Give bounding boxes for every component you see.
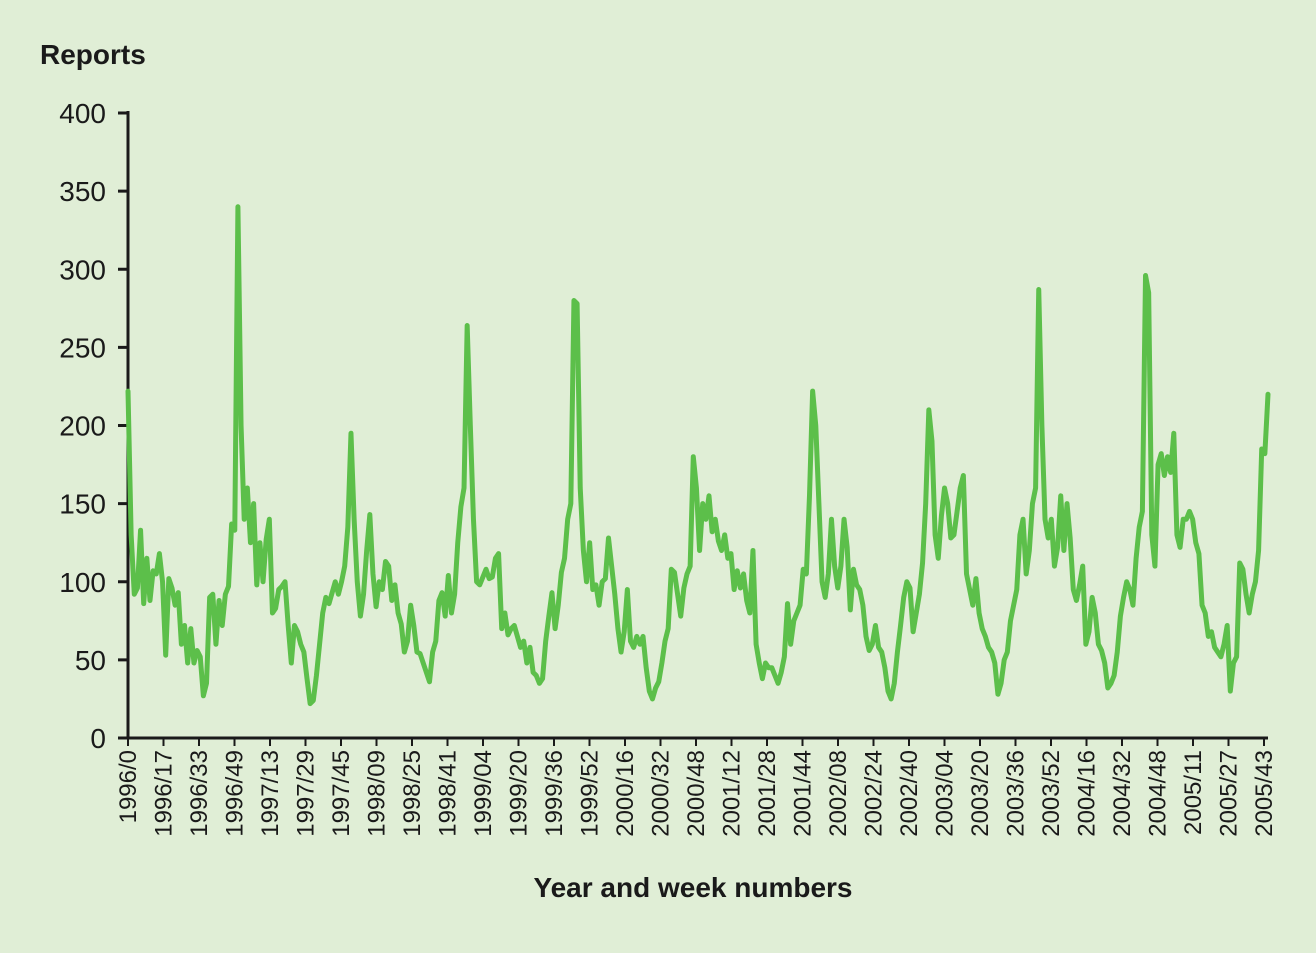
x-tick-label: 1999/20 <box>506 750 533 837</box>
x-tick-label: 1996/33 <box>186 750 213 837</box>
x-tick-label: 2003/52 <box>1038 750 1065 837</box>
x-tick-label: 2003/20 <box>967 750 994 837</box>
x-tick-label: 2003/36 <box>1003 750 1030 837</box>
x-tick-label: 1997/29 <box>293 750 320 837</box>
x-tick-label: 1997/45 <box>328 750 355 837</box>
x-tick-label: 2004/16 <box>1074 750 1101 837</box>
y-tick-label: 250 <box>59 332 106 363</box>
x-tick-label: 1997/13 <box>257 750 284 837</box>
y-tick-label: 200 <box>59 411 106 442</box>
y-tick-label: 350 <box>59 176 106 207</box>
x-tick-label: 1998/09 <box>364 750 391 837</box>
x-tick-label: 1998/41 <box>435 750 462 837</box>
x-tick-label: 2004/32 <box>1109 750 1136 837</box>
y-tick-label: 300 <box>59 254 106 285</box>
y-axis: 0 50 100 150 200 250 300 350 400 <box>59 98 130 754</box>
x-tick-label: 2004/48 <box>1145 750 1172 837</box>
x-tick-label: 1998/25 <box>399 750 426 837</box>
y-axis-title: Reports <box>40 39 146 70</box>
x-tick-label: 1999/36 <box>541 750 568 837</box>
x-tick-label: 1999/52 <box>577 750 604 837</box>
x-tick-label: 2001/44 <box>790 750 817 837</box>
x-axis-title: Year and week numbers <box>533 872 852 903</box>
x-tick-label: 2000/48 <box>683 750 710 837</box>
y-tick-label: 0 <box>90 723 106 754</box>
x-tick-label: 1996/49 <box>222 750 249 837</box>
x-tick-label: 2000/16 <box>612 750 639 837</box>
x-tick-label: 1996/0 <box>115 750 142 823</box>
series-line <box>125 204 1271 707</box>
x-tick-label: 2002/40 <box>896 750 923 837</box>
x-tick-label: 1996/17 <box>151 750 178 837</box>
y-tick-label: 50 <box>75 645 106 676</box>
x-tick-label: 2001/12 <box>719 750 746 837</box>
series-group <box>125 204 1271 707</box>
x-tick-label: 2002/24 <box>861 750 888 837</box>
x-tick-label: 2005/27 <box>1216 750 1243 837</box>
y-tick-label: 400 <box>59 98 106 129</box>
x-tick-label: 2002/08 <box>825 750 852 837</box>
x-tick-label: 1999/04 <box>470 750 497 837</box>
x-tick-label: 2005/11 <box>1180 750 1207 835</box>
x-tick-label: 2001/28 <box>754 750 781 837</box>
y-tick-label: 150 <box>59 489 106 520</box>
x-axis: 1996/0 1996/17 1996/33 1996/49 1997/13 1997/2… <box>115 736 1278 837</box>
x-tick-label: 2005/43 <box>1251 750 1278 837</box>
x-tick-label: 2003/04 <box>932 750 959 837</box>
x-tick-label: 2000/32 <box>648 750 675 837</box>
y-tick-label: 100 <box>59 567 106 598</box>
